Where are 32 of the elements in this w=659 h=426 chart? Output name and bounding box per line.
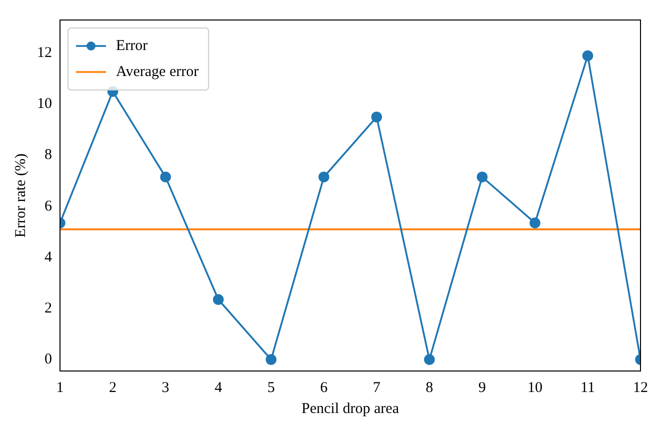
point [266,354,276,365]
x-tick-label: 8 [426,380,434,396]
x-tick-label: 6 [320,380,328,396]
x-tick-label: 1 [56,380,64,396]
x-tick-label: 4 [214,380,223,396]
point [318,172,330,182]
point [476,172,488,182]
y-tick-label: 8 [44,147,52,164]
x-tick-label: 10 [527,380,542,396]
point [530,218,540,228]
y-tick-label: 12 [37,45,52,62]
x-tick-label: 3 [162,380,170,396]
legend-label: Error [116,38,148,54]
point [582,50,594,62]
x-tick-label: 11 [580,380,595,396]
x-tick-label: 5 [267,380,275,396]
point [424,354,435,365]
point [212,294,224,305]
y-tick-label: 2 [44,300,52,316]
y-axis-title: Error rate (%) [12,153,29,238]
point [371,112,382,122]
x-tick-label: 9 [478,380,486,396]
x-tick-label: 7 [372,380,381,396]
y-tick-label: 0 [44,351,52,368]
x-axis-title: Pencil drop area [302,400,400,417]
x-tick-label: 2 [109,380,117,396]
x-tick-label: 12 [633,380,648,396]
y-tick-label: 10 [37,96,52,112]
y-tick-label: 6 [44,198,52,214]
y-tick-label: 4 [44,249,52,266]
point [160,172,171,182]
legend-label: Average error [116,64,199,80]
